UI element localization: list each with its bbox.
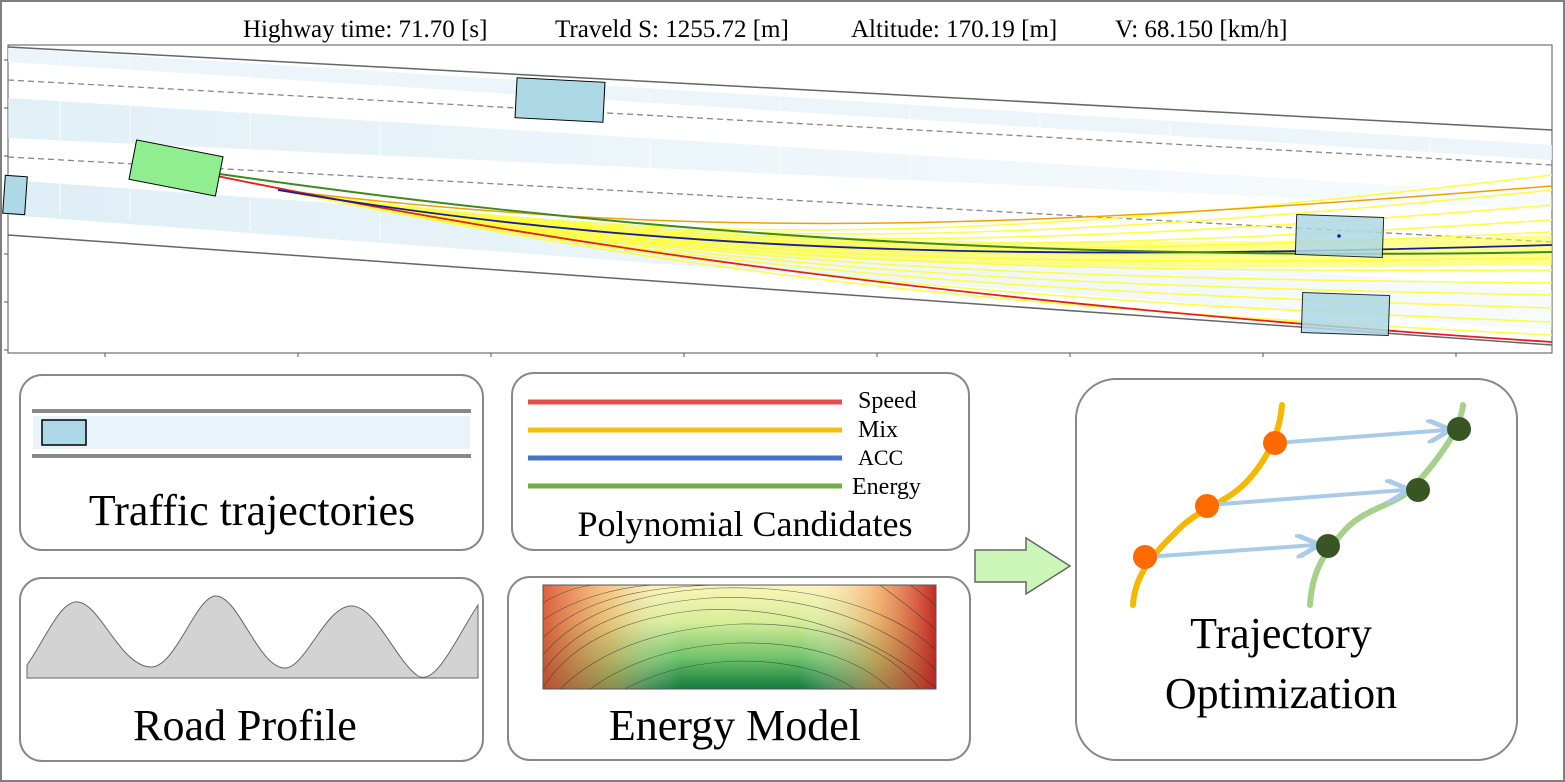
green-node — [1447, 417, 1471, 441]
legend-label-acc: ACC — [858, 445, 903, 470]
orange-node — [1133, 545, 1157, 569]
traffic-trajectories-panel: Traffic trajectories — [19, 374, 484, 551]
energy-contour-lines — [542, 584, 937, 690]
green-node — [1316, 534, 1340, 558]
legend-label-energy: Energy — [852, 474, 921, 500]
shift-arrow — [1275, 430, 1446, 445]
energy-model-panel: Energy Model — [507, 576, 971, 761]
polynomial-candidates-panel: Speed Mix ACC Energy Polynomial Candidat… — [511, 372, 970, 551]
highway-time-label: Highway time: 71.70 [s] — [243, 16, 487, 43]
polynomial-candidates-label: Polynomial Candidates — [578, 504, 913, 544]
trajectory-optimization-label-line1: Trajectory — [1190, 609, 1372, 658]
orange-node — [1195, 494, 1219, 518]
energy-contour-edges — [543, 585, 936, 689]
other-vehicle-center — [1337, 234, 1341, 238]
highway-plot — [2, 44, 1553, 357]
other-vehicle — [514, 77, 606, 123]
mini-vehicle — [41, 419, 87, 446]
altitude-label: Altitude: 170.19 [m] — [851, 16, 1057, 43]
road-edge-bottom — [7, 234, 1553, 346]
shift-arrow — [1207, 490, 1405, 507]
shift-arrow — [1145, 545, 1315, 559]
other-vehicle — [1300, 291, 1391, 337]
legend-label-mix: Mix — [858, 417, 898, 443]
trajectory-optimization-label-line2: Optimization — [1165, 669, 1397, 718]
axis-ticks — [4, 59, 1457, 357]
road-profile-label: Road Profile — [133, 701, 357, 750]
traveled-distance-label: Traveld S: 1255.72 [m] — [555, 16, 789, 43]
traffic-trajectories-label: Traffic trajectories — [89, 486, 415, 535]
header-readout: Highway time: 71.70 [s] Traveld S: 1255.… — [243, 16, 1287, 43]
mini-lane — [33, 416, 470, 449]
mix-trajectory — [277, 185, 1553, 225]
trajectory-optimization-panel: Trajectory Optimization — [1075, 378, 1518, 761]
velocity-label: V: 68.150 [km/h] — [1115, 16, 1287, 43]
road-profile-panel: Road Profile — [19, 577, 484, 762]
lane-divider-2 — [7, 156, 1553, 243]
legend-label-speed: Speed — [858, 388, 917, 414]
orange-node — [1263, 431, 1287, 455]
energy-model-label: Energy Model — [609, 701, 861, 750]
flow-arrow — [974, 536, 1072, 596]
lane-divider-1 — [7, 79, 1553, 166]
ego-vehicle — [128, 139, 224, 197]
road-edge-top — [7, 46, 1553, 131]
green-node — [1406, 478, 1430, 502]
other-vehicle — [2, 174, 28, 216]
road-profile-shape — [26, 595, 479, 679]
